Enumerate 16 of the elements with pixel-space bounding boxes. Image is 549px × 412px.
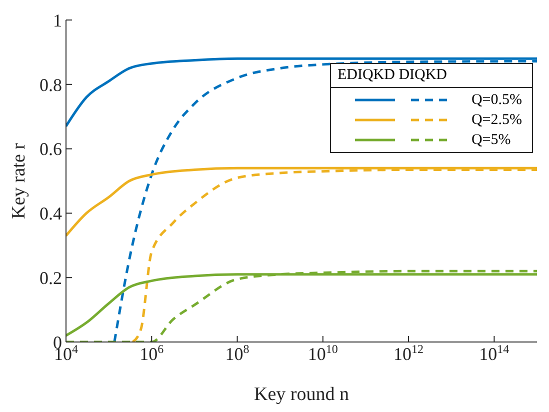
x-axis-title: Key round n	[254, 384, 350, 405]
x-tick-label: 10$^{10}$	[308, 342, 338, 364]
y-tick-label: 0.4	[40, 204, 62, 224]
y-tick-label: 1	[53, 10, 62, 30]
x-tick-label: 10$^{14}$	[479, 342, 510, 364]
legend-label: Q=0.5%	[471, 92, 522, 108]
x-tick-label: 10$^{6}$	[140, 342, 164, 364]
x-tick-label: 10$^{8}$	[225, 342, 250, 364]
x-tick-label: 10$^{12}$	[394, 342, 424, 364]
legend-label: Q=2.5%	[471, 112, 522, 128]
y-tick-label: 0.2	[40, 268, 62, 288]
y-tick-label: 0.8	[40, 74, 62, 95]
legend-title: EDIQKD DIQKD	[331, 64, 532, 88]
legend-label: Q=5%	[471, 132, 511, 148]
y-tick-label: 0.6	[40, 139, 62, 160]
y-axis-title: Key rate r	[8, 142, 30, 219]
